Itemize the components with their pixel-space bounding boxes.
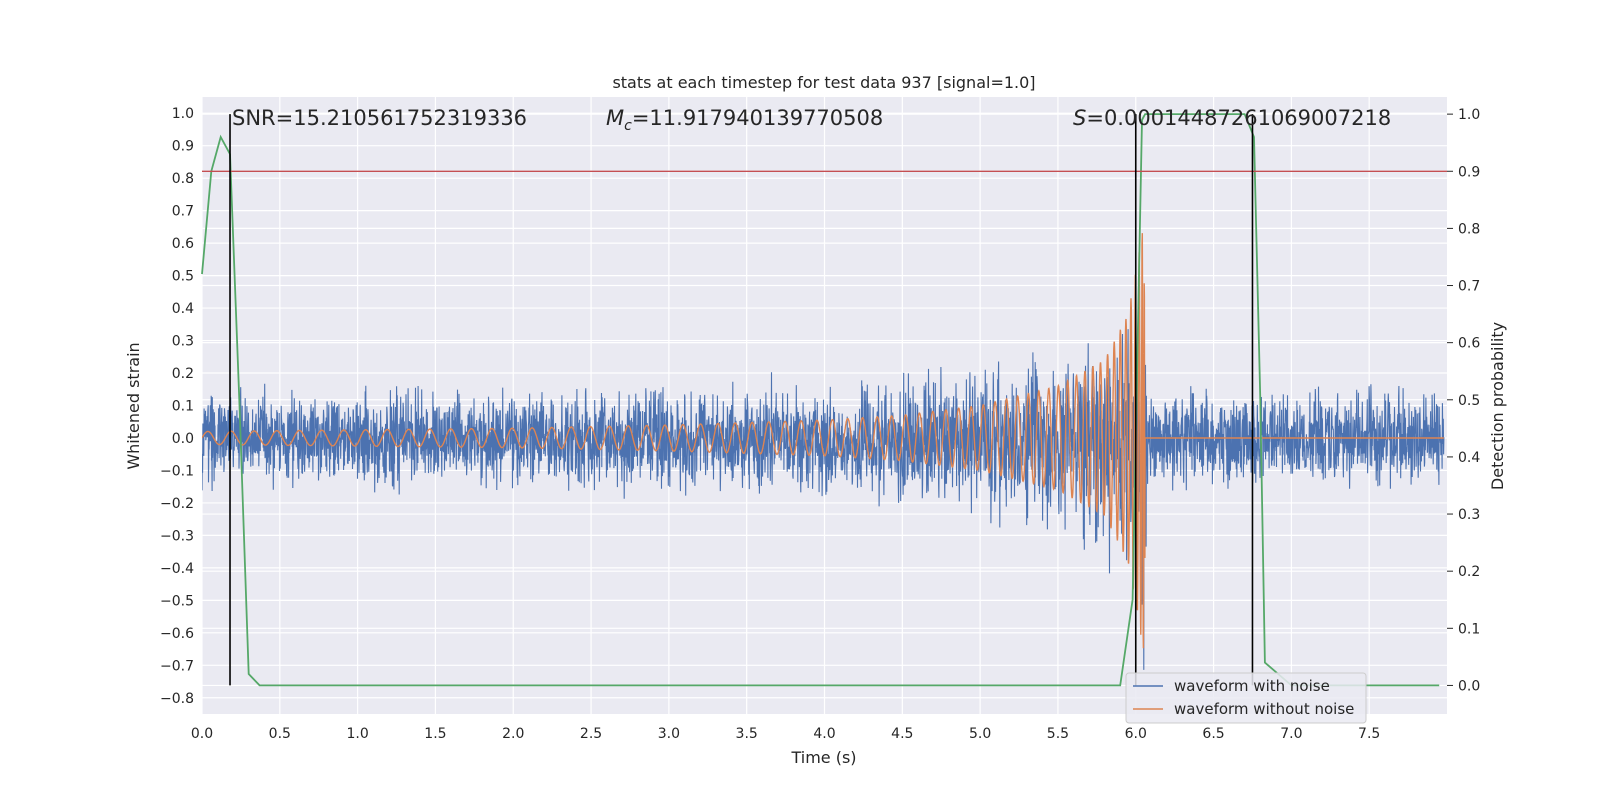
right-y-tick-label: 0.4 — [1458, 450, 1480, 466]
detection-probability-line — [201, 113, 1440, 687]
left-y-tick-label: 0.1 — [172, 399, 194, 415]
left-y-tick-label: 0.6 — [172, 236, 194, 252]
clean-waveform-line — [202, 233, 1444, 649]
left-y-tick-label: 0.7 — [172, 204, 194, 220]
s-symbol: S — [1073, 106, 1086, 130]
left-y-tick-label: 0.3 — [172, 334, 194, 350]
x-tick-label: 2.5 — [580, 726, 602, 742]
right-y-tick-label: 0.0 — [1458, 678, 1480, 694]
x-tick-label: 6.5 — [1202, 726, 1224, 742]
left-y-axis-label: Whitened strain — [124, 342, 143, 469]
x-tick-label: 5.5 — [1047, 726, 1069, 742]
left-y-tick-label: 0.0 — [172, 431, 194, 447]
legend-box — [1125, 672, 1367, 724]
left-y-tick-label: −0.5 — [160, 593, 194, 609]
right-y-tick-label: 0.1 — [1458, 621, 1480, 637]
left-y-tick-label: 0.5 — [172, 269, 194, 285]
x-tick-label: 0.0 — [191, 726, 213, 742]
legend-label-clean: waveform without noise — [1174, 700, 1354, 718]
right-y-axis-label: Detection probability — [1488, 322, 1507, 490]
x-axis-label: Time (s) — [790, 748, 856, 767]
x-tick-label: 0.5 — [269, 726, 291, 742]
chart-title: stats at each timestep for test data 937… — [612, 73, 1035, 92]
x-tick-label: 3.0 — [658, 726, 680, 742]
chirp-mass-symbol: M — [606, 106, 624, 130]
right-y-tick-label: 0.8 — [1458, 221, 1480, 237]
left-y-tick-label: 0.9 — [172, 139, 194, 155]
left-y-tick-label: −0.8 — [160, 691, 194, 707]
legend: waveform with noise waveform without noi… — [1125, 672, 1367, 724]
left-y-tick-label: 1.0 — [172, 106, 194, 122]
right-y-tick-label: 0.5 — [1458, 393, 1480, 409]
x-tick-label: 7.0 — [1280, 726, 1302, 742]
right-y-tick-label: 0.7 — [1458, 279, 1480, 295]
chirp-mass-annotation: Mc=11.917940139770508 — [606, 106, 883, 134]
left-y-tick-label: −0.3 — [160, 528, 194, 544]
x-tick-label: 7.5 — [1358, 726, 1380, 742]
left-y-tick-label: −0.2 — [160, 496, 194, 512]
left-y-tick-label: 0.8 — [172, 171, 194, 187]
s-value: =0.00014487261069007218 — [1086, 106, 1391, 130]
x-tick-label: 5.0 — [969, 726, 991, 742]
left-y-tick-label: −0.6 — [160, 626, 194, 642]
x-tick-label: 1.5 — [424, 726, 446, 742]
noisy-waveform-line — [202, 288, 1445, 670]
left-y-tick-label: 0.2 — [172, 366, 194, 382]
right-y-tick-label: 0.2 — [1458, 564, 1480, 580]
x-tick-label: 3.5 — [736, 726, 758, 742]
snr-annotation: SNR=15.210561752319336 — [232, 106, 527, 130]
x-tick-label: 4.5 — [891, 726, 913, 742]
left-y-tick-label: 0.4 — [172, 301, 194, 317]
right-y-tick-label: 1.0 — [1458, 107, 1480, 123]
x-tick-label: 1.0 — [346, 726, 368, 742]
right-y-tick-label: 0.9 — [1458, 164, 1480, 180]
chirp-mass-value: =11.917940139770508 — [632, 106, 883, 130]
x-tick-label: 4.0 — [813, 726, 835, 742]
right-y-tick-label: 0.6 — [1458, 336, 1480, 352]
legend-label-noise: waveform with noise — [1174, 677, 1330, 695]
right-y-tick-label: 0.3 — [1458, 507, 1480, 523]
left-y-tick-label: −0.4 — [160, 561, 194, 577]
left-y-tick-label: −0.1 — [160, 463, 194, 479]
s-annotation: S=0.00014487261069007218 — [1073, 106, 1391, 130]
x-tick-label: 6.0 — [1125, 726, 1147, 742]
x-tick-label: 2.0 — [502, 726, 524, 742]
chirp-mass-subscript: c — [624, 118, 632, 134]
left-y-tick-label: −0.7 — [160, 658, 194, 674]
